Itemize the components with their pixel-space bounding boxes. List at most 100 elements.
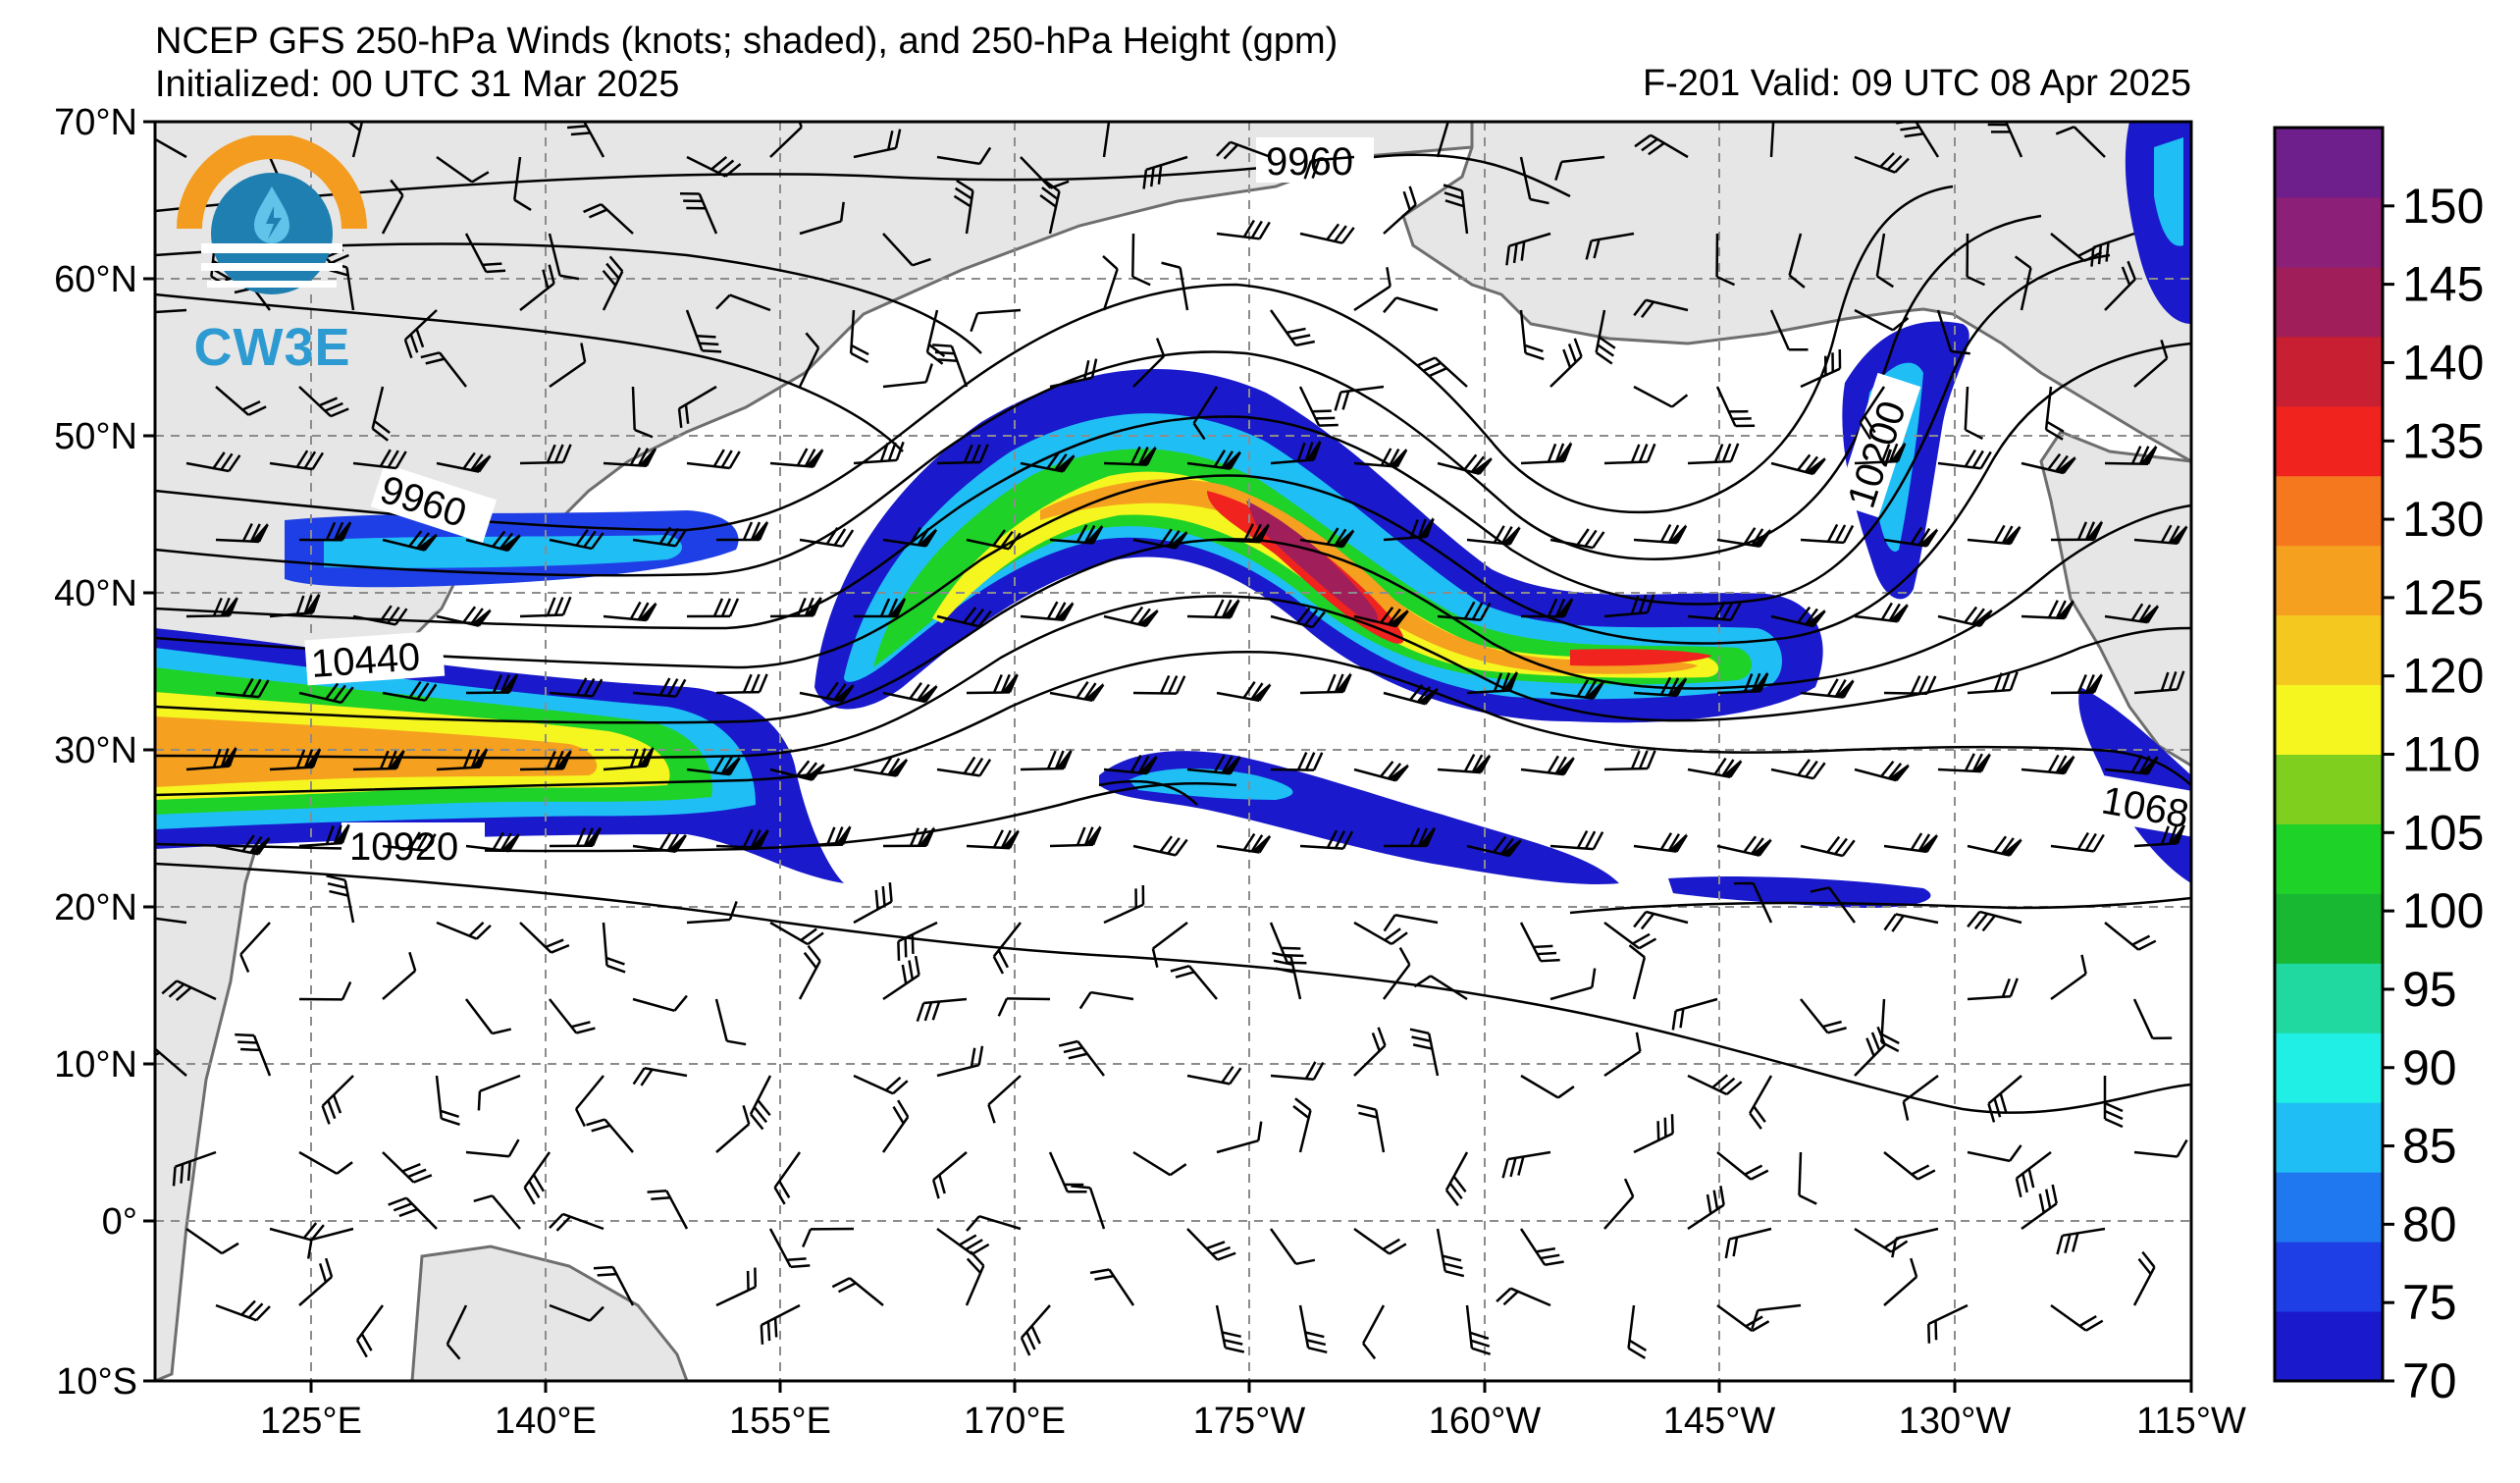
- wind-barb: [583, 203, 634, 235]
- wind-barb: [1298, 1304, 1328, 1354]
- wind-barb: [715, 293, 771, 312]
- wind-barb: [382, 831, 437, 853]
- wind-barb: [987, 1075, 1022, 1124]
- colorbar-segment: [2275, 405, 2383, 477]
- colorbar-segment: [2275, 1172, 2383, 1243]
- wind-barb: [2055, 126, 2106, 158]
- lon-label-125e: 125°E: [260, 1401, 362, 1442]
- lat-label-0: 0°: [102, 1201, 137, 1243]
- wind-barb: [686, 449, 741, 470]
- lon-label-130w: 130°W: [1899, 1401, 2012, 1442]
- lon-label-160w: 160°W: [1429, 1401, 1542, 1442]
- wind-barb: [1186, 450, 1241, 470]
- wind-barb: [1383, 914, 1439, 932]
- wind-barb: [1383, 185, 1417, 235]
- wind-barb: [1770, 759, 1826, 780]
- wind-barb: [1270, 607, 1326, 629]
- wind-barb: [436, 155, 490, 184]
- wind-barb: [831, 1277, 884, 1306]
- wind-barb: [1603, 750, 1656, 771]
- wind-barb: [1020, 451, 1076, 473]
- jet-main-east-135: [1570, 649, 1712, 666]
- wind-barb: [1132, 1150, 1187, 1177]
- wind-barb: [1299, 223, 1355, 244]
- valid-time: F-201 Valid: 09 UTC 08 Apr 2025: [1642, 63, 2191, 104]
- wind-barb: [631, 386, 654, 439]
- wind-barb: [1049, 524, 1104, 545]
- wind-barb: [2044, 386, 2065, 441]
- wind-barb: [677, 385, 717, 428]
- wind-barb: [1875, 233, 1895, 289]
- wind-barb: [1603, 1032, 1642, 1078]
- wind-barb: [477, 1074, 521, 1111]
- wind-barb: [1770, 453, 1826, 476]
- wind-barb: [715, 827, 769, 849]
- wind-barb: [1131, 233, 1151, 287]
- wind-barb: [382, 951, 417, 1000]
- wind-barb: [769, 122, 803, 158]
- colorbar-segment: [2275, 545, 2383, 616]
- wind-barb: [1049, 680, 1105, 703]
- jet-main-145: [1246, 501, 1379, 623]
- wind-barb: [1216, 1121, 1263, 1154]
- wind-barb: [2015, 1151, 2052, 1198]
- wind-barb: [1292, 1097, 1312, 1153]
- wind-barb: [916, 997, 968, 1023]
- wind-barb: [1039, 179, 1061, 235]
- wind-barb: [1549, 679, 1604, 700]
- wind-barb: [768, 1228, 811, 1269]
- wind-barb: [298, 1257, 334, 1306]
- wind-barb: [2104, 755, 2159, 775]
- colorbar-segment: [2275, 1311, 2383, 1382]
- wind-barb: [2133, 524, 2188, 546]
- wind-barb: [849, 309, 869, 364]
- colorbar-label: 120: [2402, 649, 2484, 704]
- wind-barb: [1103, 754, 1158, 775]
- wind-barb: [574, 1075, 604, 1128]
- wind-barb: [1964, 386, 1983, 440]
- wind-barb: [1549, 968, 1597, 1001]
- colorbar-segment: [2275, 963, 2383, 1033]
- wind-barb: [925, 309, 946, 365]
- wind-barb: [714, 998, 747, 1046]
- wind-barb: [1501, 1150, 1551, 1179]
- wind-barb: [1103, 606, 1159, 628]
- wind-barb: [1800, 998, 1847, 1034]
- contour-label-10440: 10440: [310, 635, 422, 686]
- wind-barb: [523, 1151, 551, 1205]
- wind-barb: [1854, 152, 1910, 174]
- jet-far-ne-inner: [2154, 137, 2183, 246]
- wind-barb: [936, 146, 992, 166]
- wind-barb: [1800, 835, 1856, 858]
- wind-barb: [1444, 1151, 1469, 1207]
- map-title: NCEP GFS 250-hPa Winds (knots; shaded), …: [155, 21, 1339, 62]
- lon-label-115w: 115°W: [2136, 1401, 2246, 1442]
- wind-barb: [686, 755, 741, 776]
- colorbar-label: 140: [2402, 335, 2484, 390]
- wind-barb: [513, 156, 532, 211]
- wind-barb: [155, 1046, 187, 1077]
- wind-barb: [799, 681, 855, 703]
- wind-barb: [1603, 1178, 1635, 1230]
- wind-barb: [1382, 946, 1411, 1000]
- wind-barb: [420, 351, 467, 388]
- wind-barb: [1103, 885, 1145, 925]
- wind-barb: [1769, 122, 1775, 158]
- wind-barb: [1520, 755, 1575, 776]
- jet-main-125: [1040, 479, 1698, 674]
- wind-barb: [603, 447, 657, 467]
- wind-barb: [1216, 522, 1270, 544]
- wind-barb: [1854, 602, 1909, 623]
- wind-barb: [1937, 606, 1993, 628]
- wind-barb: [1216, 140, 1272, 160]
- wind-barb: [2133, 670, 2185, 695]
- wind-barb: [773, 1151, 802, 1205]
- colorbar-label: 130: [2402, 492, 2484, 547]
- colorbar-label: 95: [2402, 962, 2457, 1017]
- wind-barb: [1465, 1304, 1492, 1355]
- wind-barb: [1102, 255, 1119, 311]
- lon-labels: 125°E 140°E 155°E 170°E 175°W 160°W 145°…: [260, 1401, 2246, 1442]
- colorbar-segment: [2275, 266, 2383, 338]
- wind-barb: [1353, 761, 1409, 782]
- wind-barb: [1633, 385, 1689, 408]
